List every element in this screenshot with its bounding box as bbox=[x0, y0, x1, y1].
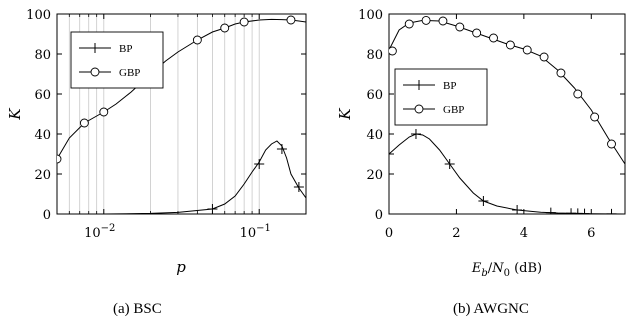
point-gbp bbox=[455, 22, 465, 32]
point-gbp bbox=[438, 16, 448, 26]
caption-awgnc: (b) AWGNC bbox=[453, 301, 529, 317]
legend-label-gbp: GBP bbox=[119, 67, 140, 79]
point-gbp bbox=[556, 68, 566, 78]
point-bp bbox=[410, 129, 421, 139]
point-gbp bbox=[239, 17, 249, 27]
point-bp bbox=[512, 205, 523, 214]
point-gbp bbox=[607, 139, 616, 149]
legend-label-bp: BP bbox=[119, 43, 132, 55]
y-tick-label: 80 bbox=[366, 48, 383, 63]
legend-box bbox=[394, 68, 488, 126]
legend-label-gbp: GBP bbox=[443, 104, 464, 116]
legend-box bbox=[70, 31, 164, 89]
point-gbp bbox=[421, 15, 431, 25]
point-bp bbox=[444, 159, 455, 169]
point-gbp bbox=[389, 46, 397, 56]
point-gbp bbox=[99, 107, 109, 117]
y-tick-label: 40 bbox=[34, 128, 51, 143]
x-axis-label: Eb/N0 (dB) bbox=[471, 261, 542, 279]
axis-frame bbox=[388, 13, 626, 215]
series-area bbox=[57, 15, 306, 214]
point-bp bbox=[389, 149, 394, 159]
y-axis-label: K bbox=[336, 108, 354, 121]
point-bp bbox=[545, 207, 556, 214]
x-tick-label: 4 bbox=[520, 226, 528, 241]
y-tick-label: 60 bbox=[366, 88, 383, 103]
y-tick-label: 0 bbox=[43, 208, 51, 223]
x-tick-label: 10−1 bbox=[240, 223, 271, 241]
axis-frame bbox=[56, 13, 307, 215]
point-gbp bbox=[220, 23, 230, 33]
point-gbp bbox=[489, 33, 498, 43]
point-gbp bbox=[192, 35, 202, 45]
y-tick-label: 0 bbox=[375, 208, 383, 223]
point-bp bbox=[254, 159, 265, 169]
point-bp bbox=[579, 208, 590, 214]
point-bp bbox=[478, 196, 489, 206]
point-gbp bbox=[505, 40, 515, 50]
point-bp bbox=[207, 204, 218, 214]
legend-marker-bp bbox=[90, 43, 100, 53]
point-bp bbox=[293, 182, 304, 192]
x-tick-label: 6 bbox=[587, 226, 595, 241]
point-gbp bbox=[522, 45, 532, 55]
series-line-bp bbox=[389, 133, 625, 214]
point-bp bbox=[276, 144, 287, 154]
legend-marker-bp bbox=[414, 80, 424, 90]
legend-marker-gbp bbox=[414, 104, 424, 114]
y-tick-label: 100 bbox=[358, 8, 383, 23]
point-gbp bbox=[590, 112, 600, 122]
x-tick-exponent: −1 bbox=[256, 223, 271, 234]
point-gbp bbox=[57, 154, 62, 164]
y-tick-label: 60 bbox=[34, 88, 51, 103]
x-tick-label: 0 bbox=[385, 226, 393, 241]
x-tick-label: 2 bbox=[452, 226, 460, 241]
y-tick-label: 20 bbox=[366, 168, 383, 183]
point-gbp bbox=[573, 89, 583, 99]
y-tick-label: 80 bbox=[34, 48, 51, 63]
x-axis-label: p bbox=[176, 258, 186, 276]
legend: BP GBP bbox=[70, 31, 164, 89]
y-tick-label: 20 bbox=[34, 168, 51, 183]
series-line-bp bbox=[57, 140, 306, 214]
caption-bsc: (a) BSC bbox=[113, 301, 162, 317]
x-tick-exponent: −2 bbox=[101, 223, 116, 234]
point-gbp bbox=[404, 19, 414, 29]
legend-marker-gbp bbox=[90, 67, 100, 77]
series-line-gbp bbox=[389, 19, 625, 165]
chart-bsc: 10−2 10−1 0 20 40 60 80 100 p K BP GBP bbox=[6, 8, 307, 276]
point-gbp bbox=[539, 52, 549, 62]
point-gbp bbox=[286, 15, 296, 25]
y-tick-label: 100 bbox=[26, 8, 51, 23]
point-bp bbox=[606, 208, 617, 214]
series-area bbox=[389, 15, 625, 214]
legend-label-bp: BP bbox=[443, 80, 456, 92]
x-tick-label: 10−2 bbox=[84, 223, 115, 241]
y-axis-label: K bbox=[6, 108, 24, 121]
point-gbp bbox=[79, 118, 89, 128]
point-gbp bbox=[472, 28, 482, 38]
legend: BP GBP bbox=[394, 68, 488, 126]
y-tick-label: 40 bbox=[366, 128, 383, 143]
